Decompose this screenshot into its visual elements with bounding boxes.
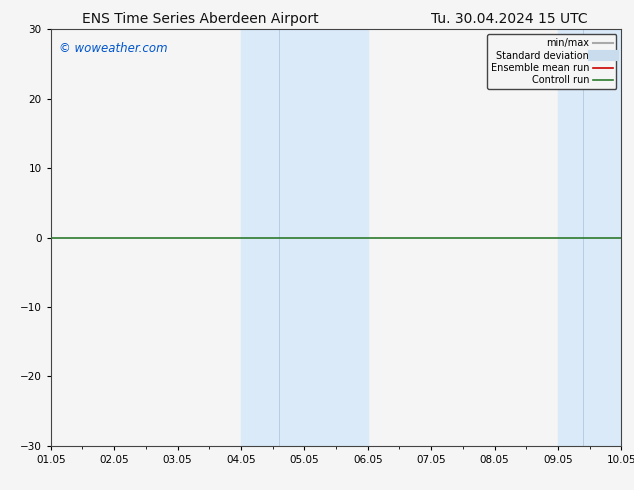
Text: © woweather.com: © woweather.com [59, 42, 168, 55]
Bar [241, 29, 368, 446]
Bar [558, 29, 621, 446]
Text: Tu. 30.04.2024 15 UTC: Tu. 30.04.2024 15 UTC [431, 12, 588, 26]
Text: ENS Time Series Aberdeen Airport: ENS Time Series Aberdeen Airport [82, 12, 319, 26]
Legend: min/max, Standard deviation, Ensemble mean run, Controll run: min/max, Standard deviation, Ensemble me… [487, 34, 616, 89]
